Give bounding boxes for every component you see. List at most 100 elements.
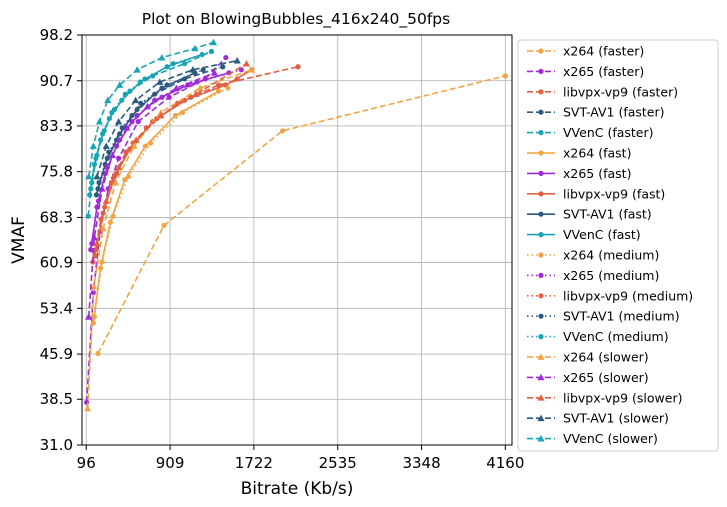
data-point — [189, 66, 197, 73]
y-tick-label: 45.9 — [40, 345, 73, 363]
data-point — [216, 88, 222, 94]
data-point — [85, 213, 91, 219]
legend-label: VVenC (slower) — [563, 431, 658, 446]
data-point — [89, 142, 97, 149]
data-point — [104, 164, 110, 170]
series-vvenc-medium — [88, 48, 215, 192]
data-point — [104, 96, 112, 104]
data-point — [132, 136, 140, 143]
data-point — [125, 173, 132, 180]
legend-marker — [538, 150, 544, 156]
legend-item: SVT-AV1 (slower) — [527, 411, 669, 426]
data-point — [84, 404, 92, 412]
legend-item: VVenC (fast) — [527, 227, 641, 242]
data-point — [91, 161, 97, 167]
data-point — [95, 186, 101, 192]
data-point — [90, 233, 98, 241]
x-tick-label: 909 — [156, 454, 185, 472]
data-point — [135, 119, 141, 125]
data-point — [122, 91, 128, 97]
legend-item: VVenC (medium) — [527, 329, 669, 344]
series-libvpx-vp9-fast — [92, 67, 255, 259]
chart-title: Plot on BlowingBubbles_416x240_50fps — [142, 10, 450, 29]
series-x265-slower — [85, 69, 219, 320]
legend-label: libvpx-vp9 (fast) — [563, 186, 665, 201]
series-vvenc-slower — [85, 38, 218, 180]
data-point — [93, 247, 99, 253]
legend-item: libvpx-vp9 (faster) — [527, 84, 678, 99]
y-tick-label: 75.8 — [40, 163, 73, 181]
data-point — [200, 67, 206, 73]
y-tick-label: 98.2 — [40, 26, 73, 44]
legend-marker — [538, 48, 544, 54]
data-point — [107, 219, 113, 225]
data-point — [93, 172, 101, 180]
data-point — [88, 186, 94, 192]
data-point — [295, 64, 301, 70]
legend-marker — [538, 293, 544, 299]
legend-label: x265 (medium) — [563, 268, 659, 283]
legend-marker — [538, 313, 544, 319]
data-point — [158, 53, 166, 61]
series-line-x264-faster — [97, 75, 506, 354]
data-point — [208, 48, 215, 55]
legend-marker — [538, 68, 544, 74]
data-point — [234, 76, 240, 82]
data-point — [225, 85, 231, 91]
legend-marker — [538, 211, 544, 217]
data-point — [88, 247, 94, 253]
legend-label: x265 (fast) — [563, 166, 631, 181]
data-point — [110, 213, 116, 219]
legend-item: x264 (slower) — [527, 350, 649, 365]
legend-label: VVenC (faster) — [563, 125, 654, 140]
data-point — [98, 185, 106, 192]
y-axis: 31.0 38.5 45.9 53.4 60.9 68.3 75.8 83.3 90.7 98.2 — [40, 26, 82, 454]
data-point — [115, 118, 123, 125]
data-point — [156, 78, 164, 85]
legend-marker — [537, 373, 545, 381]
legend-marker — [537, 435, 545, 442]
data-point — [111, 179, 120, 186]
data-point — [143, 102, 152, 110]
series-x264-faster — [95, 73, 508, 357]
series-line-vvenc-slower — [87, 41, 214, 177]
data-point — [108, 151, 117, 159]
legend-item: SVT-AV1 (faster) — [527, 105, 665, 120]
x-axis-label: Bitrate (Kb/s) — [241, 479, 354, 499]
legend-item: x265 (faster) — [527, 64, 644, 79]
data-point — [179, 109, 186, 116]
data-point — [99, 259, 105, 265]
data-point — [85, 313, 93, 320]
series-layer — [84, 38, 508, 412]
data-point — [279, 128, 286, 134]
legend-marker — [538, 89, 544, 95]
legend-label: x264 (slower) — [563, 350, 649, 365]
data-point — [102, 197, 110, 204]
x-tick-label: 96 — [77, 454, 96, 472]
x-tick-label: 2535 — [319, 454, 357, 472]
legend-label: SVT-AV1 (fast) — [563, 207, 652, 222]
data-point — [109, 109, 115, 116]
legend-label: SVT-AV1 (faster) — [563, 105, 665, 120]
series-line-vvenc-medium — [89, 50, 212, 189]
data-point — [87, 192, 93, 198]
legend-item: x265 (fast) — [527, 166, 631, 181]
x-tick-label: 4160 — [486, 454, 524, 472]
data-point — [248, 66, 256, 73]
legend-frame — [517, 39, 719, 452]
data-point — [209, 38, 218, 46]
legend-item: VVenC (slower) — [527, 431, 658, 446]
plot-frame — [81, 34, 513, 446]
legend-item: x264 (medium) — [527, 248, 659, 263]
legend-label: x264 (fast) — [563, 146, 631, 161]
x-tick-label: 1722 — [235, 454, 273, 472]
data-point — [191, 44, 199, 52]
series-libvpx-vp9-medium — [93, 76, 240, 253]
data-point — [223, 54, 229, 61]
data-point — [90, 289, 96, 296]
legend-label: SVT-AV1 (slower) — [563, 411, 669, 426]
legend-marker — [538, 191, 544, 197]
legend-marker — [538, 232, 544, 238]
legend-item: libvpx-vp9 (medium) — [527, 288, 693, 303]
